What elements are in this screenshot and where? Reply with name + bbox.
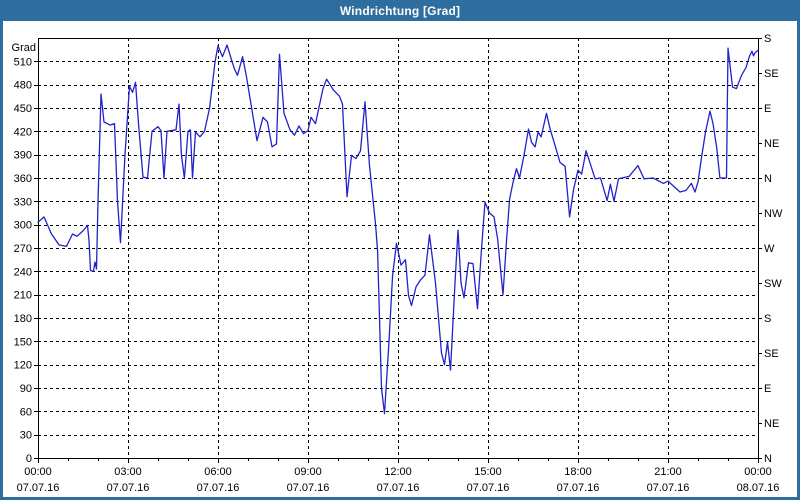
x-axis-time-label: 03:00 bbox=[114, 466, 142, 478]
y-axis-tick-label: 30 bbox=[20, 430, 32, 442]
x-axis-time-label: 00:00 bbox=[24, 466, 52, 478]
y-axis-tick-label: 420 bbox=[14, 126, 32, 138]
x-axis-date-label: 07.07.16 bbox=[647, 482, 690, 494]
right-axis-compass-label: SE bbox=[764, 348, 779, 360]
x-axis-date-label: 07.07.16 bbox=[107, 482, 150, 494]
right-axis-compass-label: E bbox=[764, 103, 771, 115]
x-axis-date-label: 07.07.16 bbox=[287, 482, 330, 494]
right-axis-compass-label: NE bbox=[764, 418, 779, 430]
wind-direction-line bbox=[37, 44, 759, 415]
window-title: Windrichtung [Grad] bbox=[339, 3, 461, 18]
y-axis-tick-label: 270 bbox=[14, 243, 32, 255]
right-axis-compass-label: NE bbox=[764, 138, 779, 150]
x-axis-time-label: 15:00 bbox=[474, 466, 502, 478]
y-axis-tick-label: 360 bbox=[14, 173, 32, 185]
x-axis-date-label: 07.07.16 bbox=[377, 482, 420, 494]
x-axis-time-label: 21:00 bbox=[654, 466, 682, 478]
y-axis-tick-label: 0 bbox=[26, 453, 32, 465]
right-axis-compass-label: S bbox=[764, 313, 771, 325]
x-axis-time-label: 06:00 bbox=[204, 466, 232, 478]
right-axis-compass-label: NW bbox=[764, 208, 783, 220]
right-axis-compass-label: N bbox=[764, 173, 772, 185]
y-axis-tick-label: 120 bbox=[14, 360, 32, 372]
y-axis-tick-label: 390 bbox=[14, 150, 32, 162]
y-axis-tick-label: 150 bbox=[14, 336, 32, 348]
x-axis-date-label: 07.07.16 bbox=[467, 482, 510, 494]
right-axis-compass-label: W bbox=[764, 243, 775, 255]
y-axis-tick-label: 210 bbox=[14, 290, 32, 302]
y-axis-tick-label: 510 bbox=[14, 56, 32, 68]
y-axis-tick-label: 90 bbox=[20, 383, 32, 395]
window-titlebar: Windrichtung [Grad] bbox=[0, 0, 800, 21]
right-axis-compass-label: SW bbox=[764, 278, 782, 290]
x-axis-time-label: 00:00 bbox=[744, 466, 772, 478]
right-axis-compass-label: S bbox=[764, 33, 771, 45]
x-axis-date-label: 07.07.16 bbox=[197, 482, 240, 494]
y-axis-tick-label: 180 bbox=[14, 313, 32, 325]
y-axis-tick-label: 300 bbox=[14, 220, 32, 232]
right-axis-compass-label: SE bbox=[764, 68, 779, 80]
x-axis-date-label: 07.07.16 bbox=[557, 482, 600, 494]
x-axis-time-label: 09:00 bbox=[294, 466, 322, 478]
y-axis-tick-label: 240 bbox=[14, 266, 32, 278]
right-axis-compass-label: E bbox=[764, 383, 771, 395]
y-axis-tick-label: 450 bbox=[14, 103, 32, 115]
right-axis-compass-label: N bbox=[764, 453, 772, 465]
x-axis-time-label: 12:00 bbox=[384, 466, 412, 478]
y-axis-tick-label: 480 bbox=[14, 80, 32, 92]
x-axis-date-label: 07.07.16 bbox=[17, 482, 60, 494]
x-axis-time-label: 18:00 bbox=[564, 466, 592, 478]
y-axis-caption: Grad bbox=[12, 42, 36, 54]
x-axis-date-label: 08.07.16 bbox=[737, 482, 780, 494]
y-axis-tick-label: 330 bbox=[14, 196, 32, 208]
y-axis-tick-label: 60 bbox=[20, 406, 32, 418]
